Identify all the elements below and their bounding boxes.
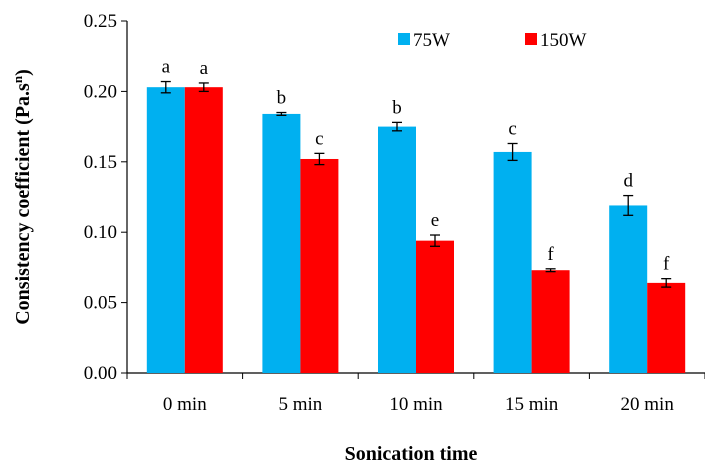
x-tick-label: 5 min	[278, 394, 322, 415]
y-axis-title-superscript: n	[10, 75, 25, 83]
significance-letter: f	[663, 254, 670, 275]
bars	[146, 87, 686, 374]
bar	[531, 270, 570, 373]
bar	[378, 126, 416, 373]
y-tick-label: 0.20	[84, 81, 117, 102]
error-bars	[160, 80, 672, 288]
bar	[184, 87, 223, 374]
legend-swatch	[398, 33, 410, 45]
y-axis-title: Consistency coefficient (Pa.sn)	[10, 69, 34, 325]
bar	[146, 87, 185, 374]
x-tick-label: 20 min	[621, 394, 675, 415]
y-tick-label: 0.25	[84, 11, 117, 32]
significance-letter: a	[200, 58, 209, 79]
significance-letter: b	[277, 88, 287, 109]
x-axis-title: Sonication time	[345, 443, 478, 464]
significance-letter: a	[162, 57, 171, 78]
legend-label: 150W	[540, 30, 587, 51]
legend: 75W 150W	[398, 30, 587, 51]
bar	[262, 113, 301, 373]
x-tick-labels: 0 min 5 min 10 min 15 min 20 min	[163, 394, 674, 415]
y-axis-title-tail: )	[12, 69, 34, 76]
bar	[416, 240, 454, 373]
x-tick-label: 15 min	[505, 394, 559, 415]
y-tick-labels: 0.00 0.05 0.10 0.15 0.20 0.25	[84, 11, 117, 384]
significance-letter: c	[315, 128, 323, 149]
y-axis-title-main: Consistency coefficient (Pa.s	[12, 83, 34, 325]
bar	[300, 158, 339, 373]
bar	[493, 151, 532, 373]
significance-letter: d	[623, 171, 633, 192]
bar	[609, 205, 648, 373]
significance-letter: e	[431, 210, 439, 231]
x-tick-label: 0 min	[163, 394, 207, 415]
x-tick-label: 10 min	[389, 394, 443, 415]
y-tick-label: 0.00	[84, 363, 117, 384]
legend-swatch	[525, 33, 537, 45]
significance-letter: b	[392, 97, 402, 118]
bar	[647, 282, 686, 373]
y-tick-label: 0.15	[84, 152, 117, 173]
significance-letter: c	[508, 118, 516, 139]
legend-label: 75W	[413, 30, 450, 51]
y-axis-title-text: Consistency coefficient (Pa.sn)	[10, 69, 34, 325]
y-tick-label: 0.05	[84, 293, 117, 314]
significance-labels: a b b c d a c e f f	[162, 57, 670, 275]
y-tick-label: 0.10	[84, 222, 117, 243]
significance-letter: f	[547, 244, 554, 265]
